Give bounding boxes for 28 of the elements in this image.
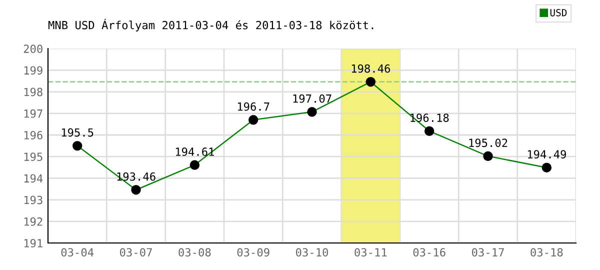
chart-title: MNB USD Árfolyam 2011-03-04 és 2011-03-18 között. bbox=[48, 18, 374, 32]
y-tick-label: 191 bbox=[24, 239, 42, 248]
y-tick-label: 198 bbox=[24, 88, 42, 96]
y-tick-label: 192 bbox=[24, 217, 42, 226]
x-tick-label: 03-10 bbox=[296, 248, 328, 257]
data-label: 197.07 bbox=[293, 94, 332, 103]
data-label: 193.46 bbox=[117, 172, 156, 181]
data-label: 195.02 bbox=[469, 138, 508, 148]
legend-label: USD bbox=[550, 8, 567, 16]
data-label: 195.5 bbox=[62, 128, 94, 137]
data-label: 194.49 bbox=[528, 150, 566, 159]
x-tick-label: 03-08 bbox=[178, 248, 211, 257]
x-tick-label: 03-07 bbox=[120, 248, 152, 257]
data-label: 198.46 bbox=[352, 64, 390, 73]
y-tick-label: 200 bbox=[24, 44, 42, 54]
y-tick-label: 195 bbox=[24, 152, 42, 162]
y-tick-label: 196 bbox=[24, 131, 42, 140]
x-tick-label: 03-18 bbox=[530, 248, 563, 257]
y-tick-label: 194 bbox=[24, 174, 43, 183]
y-tick-label: 197 bbox=[24, 109, 42, 118]
x-tick-label: 03-17 bbox=[472, 248, 504, 257]
x-tick-label: 03-04 bbox=[61, 248, 94, 257]
x-tick-label: 03-16 bbox=[413, 248, 446, 257]
data-label: 196.7 bbox=[238, 102, 270, 111]
x-tick-label: 03-11 bbox=[354, 248, 387, 257]
x-tick-label: 03-09 bbox=[237, 248, 270, 257]
y-tick-label: 193 bbox=[24, 196, 42, 204]
y-tick-label: 199 bbox=[24, 66, 42, 75]
